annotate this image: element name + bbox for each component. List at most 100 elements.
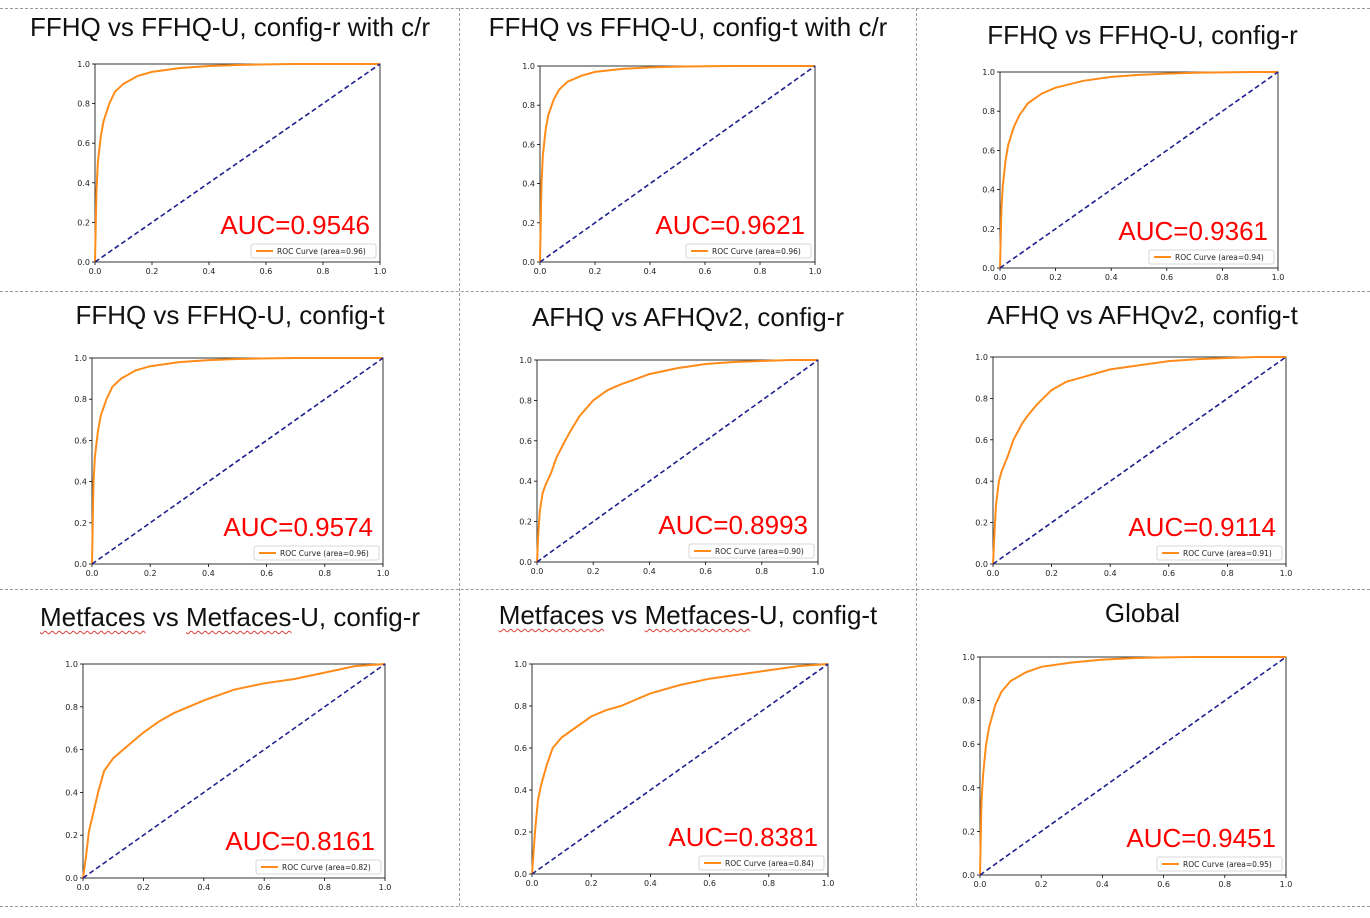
x-tick-label: 0.4 [644,879,657,888]
x-tick-label: 0.0 [77,883,90,892]
x-tick-label: 0.8 [1218,880,1231,889]
y-tick-label: 0.2 [77,218,90,227]
x-tick-label: 0.8 [755,567,768,576]
x-tick-label: 1.0 [809,267,822,276]
y-tick-label: 0.2 [519,518,532,527]
legend-box [1148,249,1275,265]
x-tick-label: 0.0 [89,267,102,276]
y-tick-label: 0.6 [65,746,78,755]
y-tick-label: 0.2 [962,827,975,836]
y-tick-label: 0.2 [65,831,78,840]
y-tick-label: 0.8 [77,100,90,109]
y-tick-label: 0.4 [982,186,995,195]
legend-label: ROC Curve (area=0.82) [282,863,371,872]
roc-curve-line [536,359,818,563]
y-tick-label: 0.4 [519,477,532,486]
y-tick-label: 0.6 [962,740,975,749]
y-tick-label: 0.2 [514,828,527,837]
x-tick-label: 0.0 [526,879,539,888]
x-tick-label: 0.0 [534,267,547,276]
legend-box [1156,856,1283,872]
legend-box [688,543,815,559]
diagonal-chance-line [536,359,819,563]
y-tick-label: 0.0 [519,558,532,567]
y-tick-label: 0.2 [975,519,988,528]
x-tick-label: 0.4 [203,267,216,276]
y-tick-label: 0.4 [77,179,90,188]
y-tick-label: 0.0 [522,258,535,267]
x-tick-label: 0.0 [974,880,987,889]
y-tick-label: 0.8 [982,107,995,116]
x-tick-label: 0.4 [1104,569,1117,578]
y-tick-label: 0.6 [975,436,988,445]
roc-chart: 0.0 0.2 0.4 0.6 0.8 1.0 0.0 0.2 0.4 0.6 0.8 1.0 AUC=… [982,68,1284,282]
roc-chart: 0.0 0.2 0.4 0.6 0.8 1.0 0.0 0.2 0.4 0.6 0.8 1.0 AUC=… [962,653,1293,889]
chart-title: Metfaces vs Metfaces-U, config-t [498,600,878,630]
grid-separator-row2 [0,589,1370,590]
plot-frame [992,356,1287,565]
x-tick-label: 0.0 [531,567,544,576]
y-tick-label: 0.6 [514,744,527,753]
legend-box [255,859,382,875]
diagonal-chance-line [94,63,381,263]
diagonal-chance-line [999,71,1279,269]
y-tick-label: 1.0 [975,353,988,362]
x-tick-label: 1.0 [377,569,390,578]
x-tick-label: 0.8 [1216,273,1229,282]
title-dataset-a: Metfaces [39,602,146,632]
y-tick-label: 1.0 [522,62,535,71]
y-tick-label: 0.8 [65,703,78,712]
grid-separator-bottom [0,906,1370,907]
auc-label: AUC=0.9546 [220,210,370,240]
x-tick-label: 0.6 [260,267,273,276]
y-tick-label: 0.4 [962,784,975,793]
x-tick-label: 0.2 [587,567,600,576]
legend-label: ROC Curve (area=0.96) [712,247,801,256]
auc-label: AUC=0.8381 [668,822,818,852]
title-dataset-b: Metfaces [644,600,751,630]
y-tick-label: 1.0 [74,354,87,363]
roc-curve-line [531,663,829,875]
chart-panel: FFHQ vs FFHQ-U, config-r with c/r 0.0 0.2 0… [5,10,455,288]
x-tick-label: 1.0 [822,879,835,888]
grid-separator-row1 [0,291,1370,292]
x-tick-label: 0.2 [144,569,157,578]
auc-label: AUC=0.9114 [1128,512,1276,542]
roc-curve-line [992,356,1286,565]
roc-curve-line [91,357,383,565]
y-tick-label: 0.6 [982,146,995,155]
roc-curve-line [999,71,1278,269]
x-tick-label: 0.2 [589,267,602,276]
x-tick-label: 1.0 [1280,880,1293,889]
x-tick-label: 0.2 [585,879,598,888]
y-tick-label: 0.6 [519,437,532,446]
chart-panel: Metfaces vs Metfaces-U, config-r 0.0 0.2 0.… [5,592,455,904]
roc-chart: 0.0 0.2 0.4 0.6 0.8 1.0 0.0 0.2 0.4 0.6 0.8 1.0 AUC=… [519,356,825,576]
x-tick-label: 0.0 [86,569,99,578]
plot-frame [536,359,819,563]
x-tick-label: 0.6 [260,569,273,578]
x-tick-label: 1.0 [812,567,825,576]
chart-title: AFHQ vs AFHQv2, config-r [531,302,845,332]
roc-curve-line [94,63,380,263]
legend-box [253,545,380,561]
legend-label: ROC Curve (area=0.84) [725,859,814,868]
auc-label: AUC=0.8993 [658,510,808,540]
x-tick-label: 0.6 [699,567,712,576]
auc-label: AUC=0.9451 [1126,823,1276,853]
roc-chart: 0.0 0.2 0.4 0.6 0.8 1.0 0.0 0.2 0.4 0.6 0.8 1.0 AUC=… [74,354,390,578]
chart-panel: AFHQ vs AFHQv2, config-t 0.0 0.2 0.4 0.6 0.8 1… [920,294,1365,586]
roc-chart: 0.0 0.2 0.4 0.6 0.8 1.0 0.0 0.2 0.4 0.6 0.8 1.0 AUC=… [522,62,822,276]
y-tick-label: 0.0 [962,871,975,880]
y-tick-label: 0.8 [74,395,87,404]
y-tick-label: 0.8 [522,101,535,110]
chart-panel: FFHQ vs FFHQ-U, config-t with c/r 0.0 0.2 0… [463,10,913,288]
y-tick-label: 0.4 [74,478,87,487]
diagonal-chance-line [531,663,829,875]
x-tick-label: 0.6 [699,267,712,276]
y-tick-label: 0.8 [514,702,527,711]
x-tick-label: 0.4 [1096,880,1109,889]
x-tick-label: 0.2 [1035,880,1048,889]
plot-frame [531,663,829,875]
y-tick-label: 0.4 [522,180,535,189]
